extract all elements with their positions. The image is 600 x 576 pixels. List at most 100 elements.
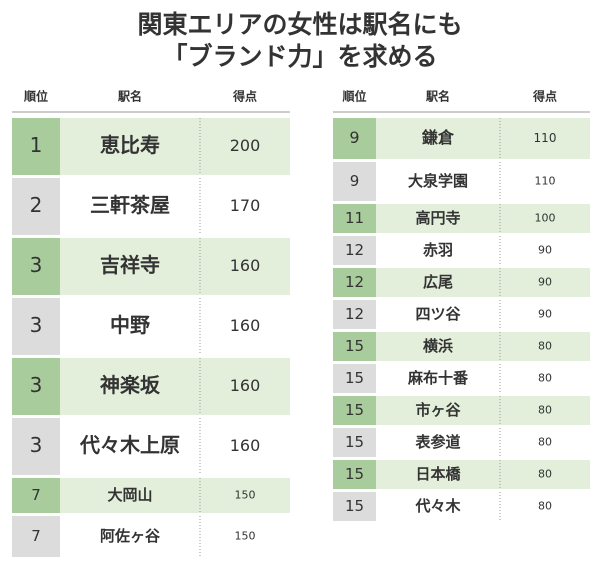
station: 三軒茶屋 bbox=[90, 193, 170, 217]
station: 高円寺 bbox=[415, 209, 460, 227]
row-band bbox=[60, 178, 290, 235]
rank: 15 bbox=[345, 497, 364, 515]
station: 大泉学園 bbox=[408, 172, 468, 190]
score: 80 bbox=[538, 500, 552, 513]
rank-cell bbox=[12, 238, 60, 295]
station: 中野 bbox=[110, 313, 150, 337]
row-band bbox=[376, 492, 590, 521]
station: 恵比寿 bbox=[100, 133, 160, 157]
rank-cell bbox=[333, 396, 376, 425]
header-cell: 順位 bbox=[341, 89, 366, 104]
score: 160 bbox=[230, 316, 261, 335]
station: 広尾 bbox=[423, 273, 453, 291]
row-band bbox=[376, 118, 590, 159]
rank: 3 bbox=[30, 373, 43, 397]
row-band bbox=[376, 204, 590, 233]
score: 160 bbox=[230, 436, 261, 455]
rank-cell bbox=[333, 300, 376, 329]
station: 阿佐ヶ谷 bbox=[100, 527, 161, 545]
header-cell: 駅名 bbox=[117, 89, 142, 104]
rank-cell bbox=[333, 364, 376, 393]
row-band bbox=[60, 238, 290, 295]
rank-cell bbox=[333, 428, 376, 457]
title-line1: 関東エリアの女性は駅名にも bbox=[137, 10, 462, 39]
rank-cell bbox=[12, 478, 60, 513]
score: 80 bbox=[538, 404, 552, 417]
station: 代々木上原 bbox=[79, 433, 180, 457]
rank-cell bbox=[12, 298, 60, 355]
row-band bbox=[60, 516, 290, 557]
rank: 15 bbox=[345, 337, 364, 355]
station: 鎌倉 bbox=[421, 128, 455, 147]
station: 日本橋 bbox=[415, 465, 461, 483]
rank: 12 bbox=[345, 241, 364, 259]
score: 80 bbox=[538, 436, 552, 449]
rank: 9 bbox=[349, 128, 359, 147]
row-band bbox=[60, 478, 290, 513]
row-band bbox=[376, 300, 590, 329]
score: 90 bbox=[538, 308, 552, 321]
row-band bbox=[376, 460, 590, 489]
header-cell: 得点 bbox=[532, 89, 557, 104]
rank: 3 bbox=[30, 253, 43, 277]
score: 80 bbox=[538, 468, 552, 481]
score: 150 bbox=[235, 489, 256, 502]
row-band bbox=[60, 358, 290, 415]
rank-cell bbox=[12, 178, 60, 235]
rank: 1 bbox=[30, 133, 43, 157]
station: 代々木 bbox=[414, 497, 461, 515]
rank-cell bbox=[333, 332, 376, 361]
header-cell: 順位 bbox=[23, 89, 48, 104]
row-band bbox=[376, 236, 590, 265]
rank-cell bbox=[333, 460, 376, 489]
header-cell: 駅名 bbox=[425, 89, 450, 104]
row-band bbox=[376, 396, 590, 425]
rank: 3 bbox=[30, 313, 43, 337]
rank: 7 bbox=[31, 527, 41, 545]
score: 110 bbox=[535, 175, 556, 188]
station: 麻布十番 bbox=[407, 369, 469, 387]
score: 100 bbox=[535, 212, 556, 225]
score: 150 bbox=[235, 530, 256, 543]
station: 表参道 bbox=[415, 433, 460, 451]
rank: 3 bbox=[30, 433, 43, 457]
rank-cell bbox=[12, 418, 60, 475]
score: 160 bbox=[230, 376, 261, 395]
score: 90 bbox=[538, 244, 552, 257]
row-band bbox=[376, 332, 590, 361]
rank-cell bbox=[333, 162, 376, 201]
rank: 12 bbox=[345, 273, 364, 291]
row-band bbox=[376, 364, 590, 393]
row-band bbox=[376, 268, 590, 297]
rank: 15 bbox=[345, 465, 364, 483]
rank: 9 bbox=[350, 172, 360, 190]
station: 赤羽 bbox=[423, 241, 453, 259]
rank: 11 bbox=[345, 209, 364, 227]
row-band bbox=[376, 428, 590, 457]
rank: 15 bbox=[345, 401, 364, 419]
score: 160 bbox=[230, 256, 261, 275]
rank-cell bbox=[333, 118, 376, 159]
station: 四ツ谷 bbox=[415, 305, 461, 323]
score: 170 bbox=[230, 196, 261, 215]
rank: 7 bbox=[31, 486, 41, 504]
rank: 15 bbox=[345, 433, 364, 451]
station: 神楽坂 bbox=[100, 373, 161, 397]
rank: 12 bbox=[345, 305, 364, 323]
rank-cell bbox=[12, 516, 60, 557]
station: 吉祥寺 bbox=[100, 253, 160, 277]
score: 200 bbox=[230, 136, 261, 155]
rank-cell bbox=[12, 358, 60, 415]
rank-cell bbox=[333, 268, 376, 297]
rank-cell bbox=[333, 204, 376, 233]
rank-cell bbox=[333, 492, 376, 521]
title-line2: 「ブランド力」を求める bbox=[162, 42, 437, 71]
row-band bbox=[60, 298, 290, 355]
station: 大岡山 bbox=[107, 486, 152, 504]
rank: 15 bbox=[345, 369, 364, 387]
score: 80 bbox=[538, 340, 552, 353]
rank-cell bbox=[12, 118, 60, 175]
rank: 2 bbox=[30, 193, 43, 217]
header-cell: 得点 bbox=[232, 89, 257, 104]
